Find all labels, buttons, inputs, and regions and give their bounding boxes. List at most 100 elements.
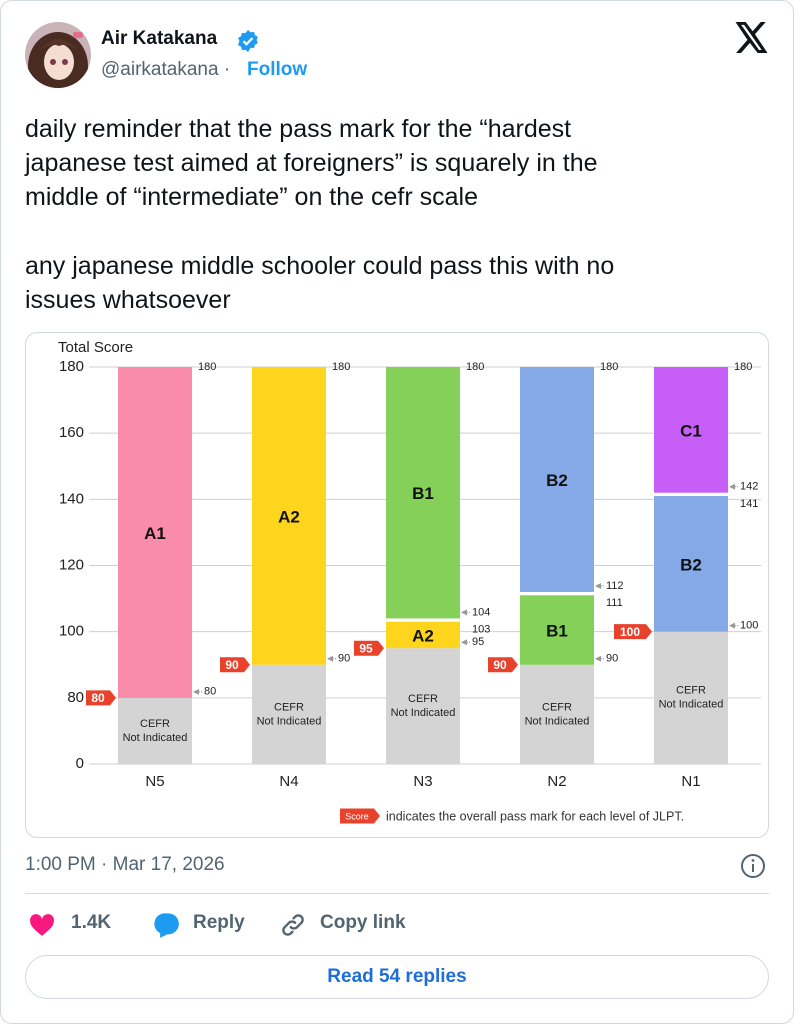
unassigned-label: CEFR: [542, 701, 572, 713]
chart-image[interactable]: Total Score 0 80 100 120 140 160 180 CEFR Not In…: [25, 332, 769, 838]
follow-link[interactable]: Follow: [247, 59, 308, 80]
x-logo[interactable]: [735, 22, 769, 53]
boundary-arrow: [595, 655, 601, 662]
pass-mark-badge: [220, 657, 250, 673]
boundary-label: 180: [332, 361, 350, 373]
author-handle[interactable]: @airkatakana ·: [101, 59, 230, 81]
boundary-label: 180: [466, 361, 484, 373]
band-label: A2: [278, 507, 300, 526]
y-tick-label: 140: [59, 490, 84, 507]
unassigned-label: CEFR: [676, 685, 706, 697]
boundary-label: 112: [606, 580, 624, 592]
x-tick-label: N3: [413, 773, 432, 790]
legend-text: indicates the overall pass mark for each…: [386, 809, 684, 823]
unassigned-label: CEFR: [408, 693, 438, 705]
reply-button[interactable]: Reply: [193, 912, 245, 933]
pass-mark-label: 90: [493, 658, 507, 672]
legend-badge-label: Score: [345, 811, 369, 821]
band-label: A2: [412, 626, 434, 645]
pass-mark-badge: [86, 690, 116, 706]
cefr-band: [118, 367, 192, 698]
tweet-text-line: daily reminder that the pass mark for th…: [25, 115, 572, 143]
y-tick-label: 180: [59, 358, 84, 375]
y-tick-label: 160: [59, 424, 84, 441]
like-count[interactable]: 1.4K: [71, 912, 112, 933]
boundary-arrow: [461, 609, 467, 616]
boundary-label: 180: [198, 361, 216, 373]
tweet-text-line: issues whatsoever: [25, 286, 231, 314]
boundary-arrow: [729, 483, 735, 490]
separator: ·: [223, 59, 231, 80]
avatar[interactable]: [25, 22, 91, 88]
cefr-band: [520, 595, 594, 665]
read-replies-button[interactable]: Read 54 replies: [25, 955, 769, 999]
boundary-label: 95: [472, 636, 484, 648]
boundary-label: 111: [606, 597, 623, 609]
pass-mark-badge: [488, 657, 518, 673]
unassigned-region: [654, 631, 728, 764]
timestamp[interactable]: 1:00 PM · Mar 17, 2026: [25, 854, 225, 875]
unassigned-region: [118, 697, 192, 764]
pass-mark-label: 90: [225, 658, 239, 672]
band-label: B2: [680, 555, 702, 574]
x-tick-label: N1: [681, 773, 700, 790]
unassigned-label: Not Indicated: [123, 732, 188, 744]
divider: [25, 893, 769, 894]
band-label: B1: [412, 484, 434, 503]
unassigned-region: [386, 648, 460, 764]
tweet-text-line: japanese test aimed at foreigners” is sq…: [25, 149, 598, 177]
boundary-arrow: [729, 622, 735, 629]
boundary-label: 141: [740, 498, 758, 510]
cefr-band: [654, 496, 728, 632]
tweet-text-line: any japanese middle schooler could pass …: [25, 252, 615, 280]
chart: Total Score 0 80 100 120 140 160 180 CEFR Not In…: [58, 339, 761, 824]
boundary-arrow: [595, 582, 601, 589]
info-icon[interactable]: [740, 853, 766, 879]
boundary-label: 90: [338, 653, 350, 665]
boundary-arrow: [461, 639, 467, 646]
copy-link-button[interactable]: Copy link: [320, 912, 406, 933]
unassigned-label: Not Indicated: [525, 715, 590, 727]
handle: @airkatakana: [101, 59, 219, 80]
band-label: C1: [680, 421, 702, 440]
boundary-label: 80: [204, 686, 216, 698]
boundary-label: 142: [740, 481, 758, 493]
cefr-band: [386, 621, 460, 649]
y-axis-title: Total Score: [58, 339, 133, 356]
cefr-band: [520, 367, 594, 592]
pass-mark-label: 100: [620, 625, 640, 639]
pass-mark-badge: [354, 640, 384, 656]
boundary-arrow: [327, 655, 333, 662]
unassigned-label: Not Indicated: [391, 707, 456, 719]
boundary-label: 104: [472, 606, 490, 618]
unassigned-region: [252, 664, 326, 764]
unassigned-label: Not Indicated: [257, 715, 322, 727]
y-tick-label: 120: [59, 556, 84, 573]
boundary-label: 103: [472, 624, 490, 636]
unassigned-label: CEFR: [140, 718, 170, 730]
y-tick-label: 80: [67, 689, 84, 706]
unassigned-label: Not Indicated: [659, 699, 724, 711]
unassigned-label: CEFR: [274, 701, 304, 713]
reply-icon[interactable]: [152, 912, 180, 938]
link-icon[interactable]: [280, 912, 306, 938]
legend-badge: [340, 808, 380, 824]
x-tick-label: N5: [145, 773, 164, 790]
boundary-label: 180: [600, 361, 618, 373]
like-icon[interactable]: [29, 913, 55, 937]
unassigned-region: [520, 664, 594, 764]
verified-badge: [238, 30, 258, 52]
boundary-label: 100: [740, 620, 758, 632]
pass-mark-badge: [614, 624, 652, 640]
y-tick-label: 0: [76, 755, 84, 772]
x-tick-label: N4: [279, 773, 298, 790]
author-name[interactable]: Air Katakana: [101, 28, 218, 49]
cefr-band: [386, 367, 460, 619]
cefr-band: [654, 367, 728, 493]
boundary-arrow: [193, 688, 199, 695]
boundary-label: 90: [606, 653, 618, 665]
x-tick-label: N2: [547, 773, 566, 790]
y-tick-label: 100: [59, 623, 84, 640]
cefr-band: [252, 367, 326, 665]
